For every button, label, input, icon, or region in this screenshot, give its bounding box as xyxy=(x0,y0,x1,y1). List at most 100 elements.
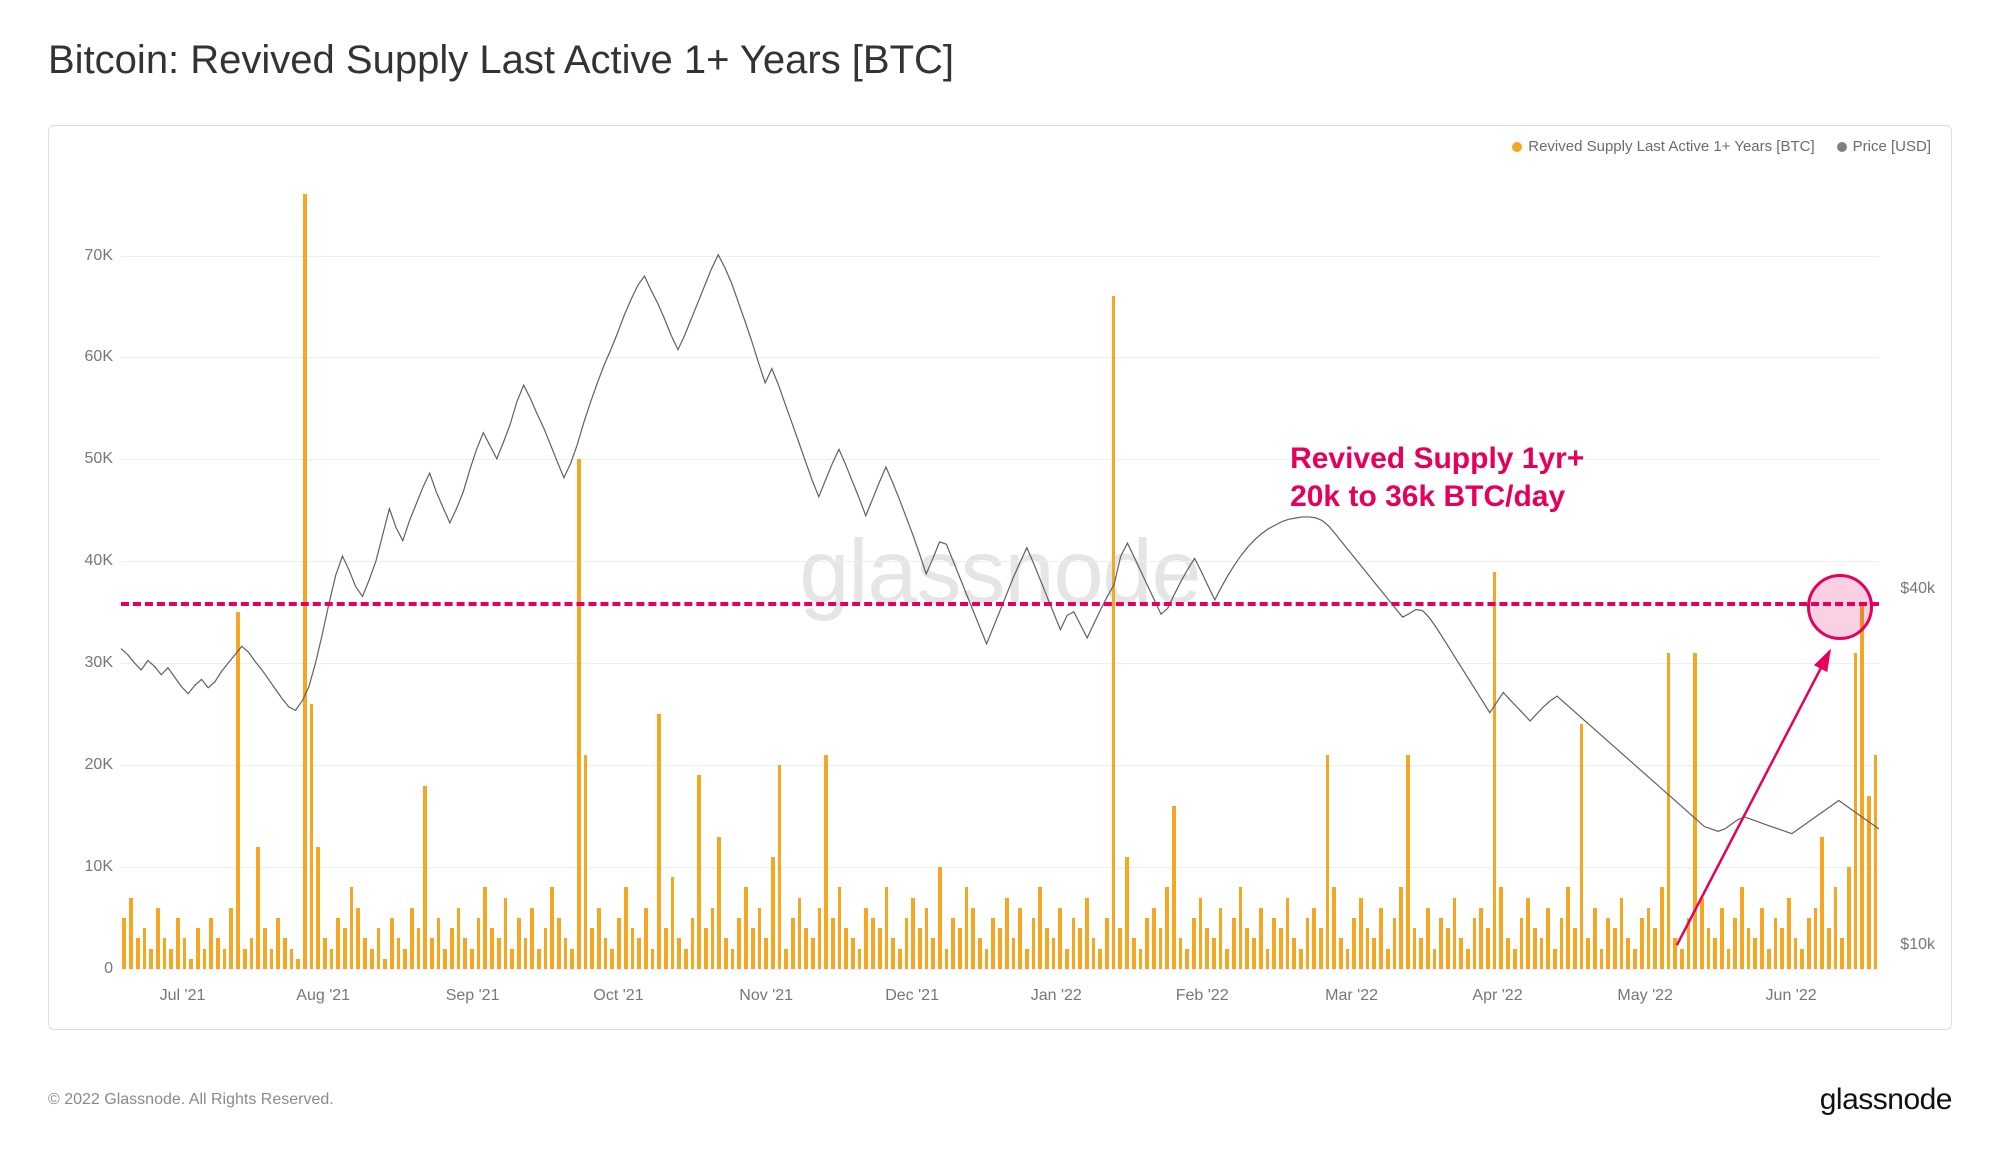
bar xyxy=(323,938,327,969)
bar xyxy=(1660,887,1664,969)
bar xyxy=(1533,928,1537,969)
bar xyxy=(1653,928,1657,969)
bar xyxy=(463,938,467,969)
bar xyxy=(163,938,167,969)
bar xyxy=(1292,938,1296,969)
bar xyxy=(1179,938,1183,969)
bar xyxy=(885,887,889,969)
bar xyxy=(824,755,828,969)
bar xyxy=(1105,918,1109,969)
bar xyxy=(1145,918,1149,969)
bar xyxy=(664,928,668,969)
bar xyxy=(1633,949,1637,969)
bar xyxy=(564,938,568,969)
bar xyxy=(1566,887,1570,969)
bar xyxy=(1359,898,1363,969)
bar xyxy=(183,938,187,969)
bar xyxy=(891,938,895,969)
bar xyxy=(1453,898,1457,969)
bar xyxy=(737,918,741,969)
bar xyxy=(1526,898,1530,969)
bar xyxy=(1473,918,1477,969)
bar xyxy=(1406,755,1410,969)
bar xyxy=(189,959,193,969)
bar xyxy=(1078,928,1082,969)
bar xyxy=(657,714,661,969)
bar xyxy=(303,194,307,969)
bar xyxy=(1747,928,1751,969)
bar xyxy=(450,928,454,969)
bar xyxy=(316,847,320,969)
bar xyxy=(570,949,574,969)
bar xyxy=(1433,949,1437,969)
bar xyxy=(437,918,441,969)
bar xyxy=(771,857,775,969)
brand-logo: glassnode xyxy=(1820,1083,1952,1117)
bar xyxy=(1580,724,1584,969)
bar xyxy=(1052,938,1056,969)
annotation-line-2: 20k to 36k BTC/day xyxy=(1290,478,1584,516)
bar xyxy=(1573,928,1577,969)
bar xyxy=(1212,938,1216,969)
bar xyxy=(985,949,989,969)
bar xyxy=(1860,602,1864,969)
bar xyxy=(958,928,962,969)
bar xyxy=(1727,949,1731,969)
bar xyxy=(1540,938,1544,969)
bar xyxy=(1446,928,1450,969)
legend-dot-price xyxy=(1837,142,1847,152)
bar xyxy=(1459,938,1463,969)
bar xyxy=(1553,949,1557,969)
bar xyxy=(1647,908,1651,969)
bar xyxy=(136,938,140,969)
gridline xyxy=(121,969,1879,970)
bar xyxy=(1620,898,1624,969)
bar xyxy=(410,908,414,969)
bar xyxy=(784,949,788,969)
bar xyxy=(1125,857,1129,969)
bar xyxy=(530,908,534,969)
y-left-tick-label: 70K xyxy=(63,247,113,265)
bar xyxy=(925,908,929,969)
bar xyxy=(597,908,601,969)
bar xyxy=(998,928,1002,969)
chart-area: Revived Supply Last Active 1+ Years [BTC… xyxy=(48,125,1952,1030)
bar xyxy=(1800,949,1804,969)
bar xyxy=(791,918,795,969)
bar xyxy=(1794,938,1798,969)
bar xyxy=(1393,918,1397,969)
bar xyxy=(176,918,180,969)
bar xyxy=(1767,949,1771,969)
bar xyxy=(1827,928,1831,969)
bar xyxy=(1225,949,1229,969)
bar xyxy=(1713,938,1717,969)
bar xyxy=(751,928,755,969)
bar xyxy=(1306,918,1310,969)
bar xyxy=(470,949,474,969)
bar xyxy=(1259,908,1263,969)
bar xyxy=(1847,867,1851,969)
bar xyxy=(677,938,681,969)
bar xyxy=(517,918,521,969)
bar xyxy=(430,938,434,969)
bar xyxy=(590,928,594,969)
bar xyxy=(878,928,882,969)
bar xyxy=(1332,887,1336,969)
bar xyxy=(504,898,508,969)
bar xyxy=(356,908,360,969)
bar xyxy=(617,918,621,969)
bar xyxy=(1840,938,1844,969)
bar xyxy=(631,928,635,969)
bar xyxy=(1165,887,1169,969)
bar xyxy=(724,938,728,969)
bar xyxy=(330,949,334,969)
bar xyxy=(1005,898,1009,969)
bar xyxy=(510,949,514,969)
bar xyxy=(577,459,581,969)
bar xyxy=(1413,928,1417,969)
bar xyxy=(1346,949,1350,969)
bar xyxy=(156,908,160,969)
bar xyxy=(684,949,688,969)
bar xyxy=(1513,949,1517,969)
bar xyxy=(1352,918,1356,969)
